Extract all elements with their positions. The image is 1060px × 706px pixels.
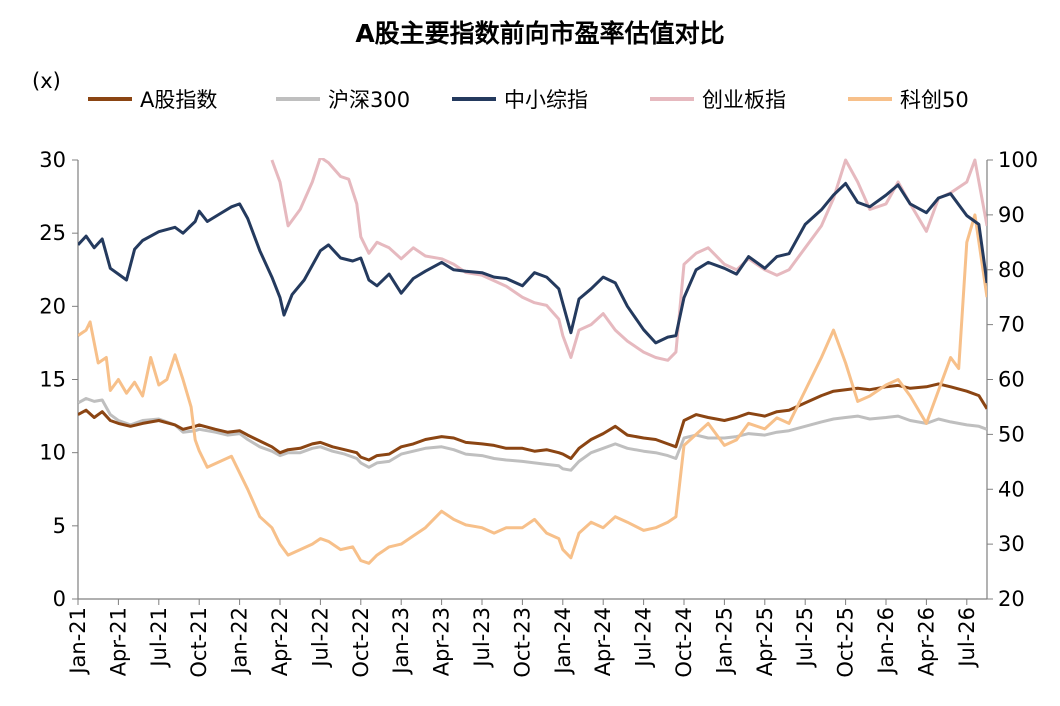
right-y-tick-label: 30 — [998, 532, 1025, 556]
legend-label: 中小综指 — [504, 88, 588, 112]
x-tick-label: Oct-25 — [834, 607, 858, 678]
left-y-tick-label: 20 — [39, 294, 66, 318]
right-y-tick-label: 80 — [998, 258, 1025, 282]
series-layer — [78, 158, 987, 565]
x-tick-label: Apr-26 — [914, 607, 938, 676]
x-tick-label: Jul-25 — [793, 607, 817, 669]
x-tick-label: Apr-24 — [591, 607, 615, 676]
right-y-tick-label: 70 — [998, 313, 1025, 337]
legend-label: 创业板指 — [702, 88, 786, 112]
right-y-tick-label: 100 — [998, 148, 1038, 172]
series-line-1 — [78, 397, 987, 472]
series-line-2 — [78, 181, 987, 345]
x-tick-label: Jan-24 — [551, 607, 575, 676]
left-y-tick-label: 10 — [39, 441, 66, 465]
x-tick-label: Jul-24 — [632, 607, 656, 669]
legend: A股指数 沪深300 中小综指 创业板指 科创50 — [88, 88, 969, 112]
x-tick-label: Jul-26 — [955, 607, 979, 669]
x-tick-label: Apr-21 — [106, 607, 130, 676]
legend-label: A股指数 — [140, 88, 217, 112]
right-y-tick-label: 90 — [998, 203, 1025, 227]
legend-label: 沪深300 — [328, 88, 410, 112]
x-tick-label: Jan-26 — [874, 607, 898, 676]
x-tick-label: Jan-25 — [712, 607, 736, 676]
x-tick-label: Apr-23 — [430, 607, 454, 676]
left-y-tick-label: 30 — [39, 148, 66, 172]
x-tick-label: Oct-21 — [187, 607, 211, 678]
x-tick-label: Jan-23 — [389, 607, 413, 676]
left-y-tick-label: 15 — [39, 368, 66, 392]
x-tick-label: Apr-22 — [268, 607, 292, 676]
x-tick-label: Jul-22 — [308, 607, 332, 669]
right-y-tick-label: 50 — [998, 422, 1025, 446]
x-tick-label: Jul-21 — [147, 607, 171, 669]
left-y-tick-label: 0 — [53, 587, 66, 611]
left-y-tick-label: 5 — [53, 514, 66, 538]
x-tick-label: Oct-22 — [349, 607, 373, 678]
x-tick-label: Jan-21 — [66, 607, 90, 676]
x-tick-label: Oct-23 — [510, 607, 534, 678]
x-tick-label: Jul-23 — [470, 607, 494, 669]
legend-label: 科创50 — [900, 88, 969, 112]
y-axis-unit-label: (x) — [32, 69, 61, 93]
right-y-tick-label: 40 — [998, 477, 1025, 501]
right-y-tick-label: 60 — [998, 368, 1025, 392]
chart-title: A股主要指数前向市盈率估值对比 — [355, 19, 724, 48]
x-tick-label: Jan-22 — [228, 607, 252, 676]
x-tick-label: Apr-25 — [753, 607, 777, 676]
left-y-tick-label: 25 — [39, 221, 66, 245]
x-tick-label: Oct-24 — [672, 607, 696, 678]
series-line-4 — [78, 213, 987, 565]
axes: 0 5 10 15 20 25 30 20 30 40 50 60 70 80 90 100 Jan-21 Apr… — [39, 148, 1038, 678]
series-line-3 — [270, 158, 987, 362]
right-y-tick-label: 20 — [998, 587, 1025, 611]
series-line-0 — [78, 382, 987, 462]
